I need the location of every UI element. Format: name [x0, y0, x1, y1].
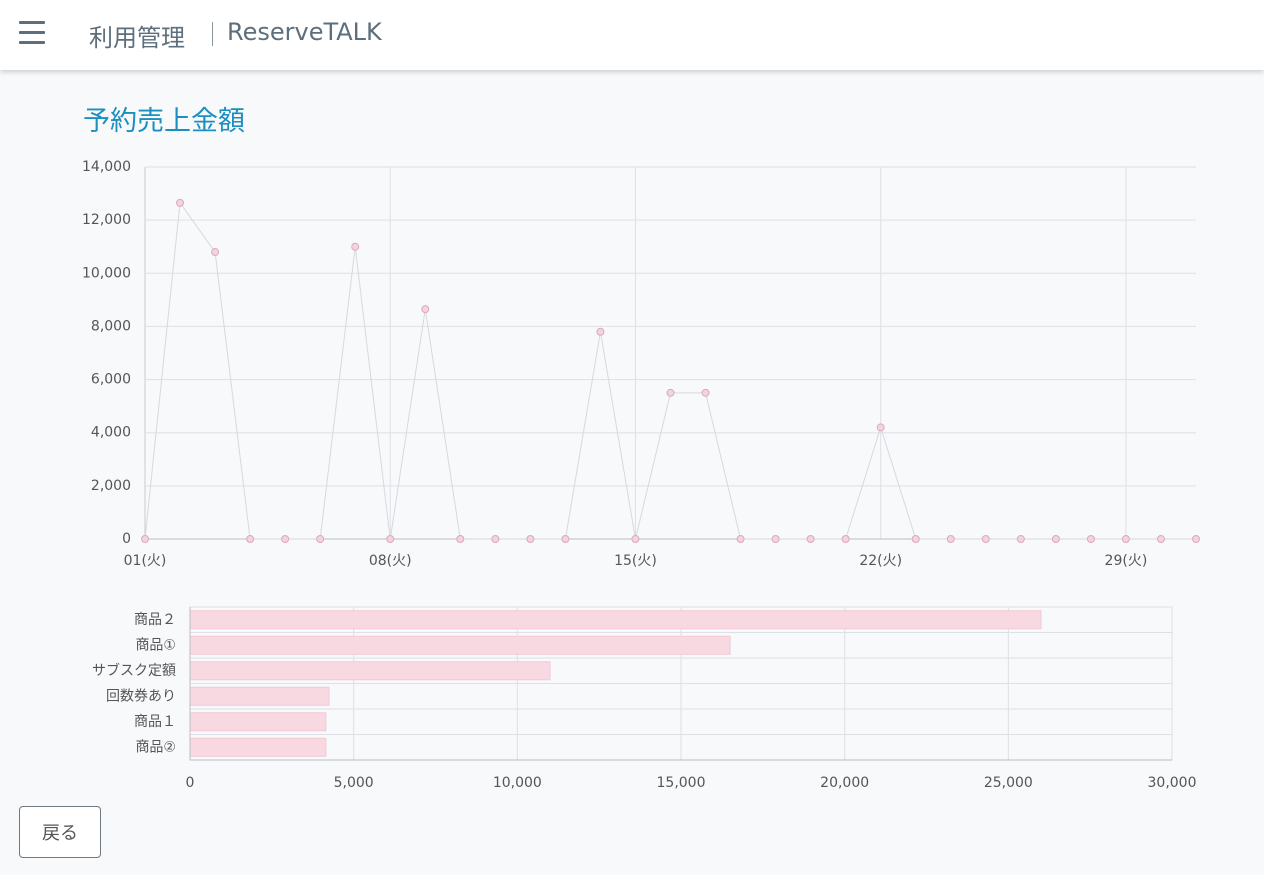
bar: [189, 712, 327, 732]
menu-button[interactable]: [19, 21, 45, 45]
header-title: 利用管理: [89, 24, 185, 52]
point: [1051, 535, 1060, 543]
y-tick-label: 8,000: [91, 318, 131, 334]
x-tick-label: 30,000: [1148, 775, 1197, 791]
point: [666, 388, 675, 397]
point: [141, 535, 149, 543]
point: [596, 327, 605, 336]
y-tick-label: 商品②: [135, 739, 176, 755]
point: [561, 535, 570, 543]
point: [281, 535, 290, 543]
point: [526, 535, 535, 543]
point: [316, 535, 325, 543]
point: [1121, 535, 1130, 543]
y-tick-label: 回数券あり: [106, 688, 176, 704]
x-tick-label: 08(火): [369, 553, 412, 569]
y-tick-label: 6,000: [91, 372, 131, 388]
back-button[interactable]: 戻る: [19, 806, 101, 858]
x-tick-label: 5,000: [334, 775, 374, 791]
point: [736, 535, 745, 543]
point: [631, 535, 640, 543]
x-tick-label: 0: [186, 775, 195, 791]
point: [771, 535, 780, 543]
point: [981, 535, 990, 543]
point: [911, 535, 920, 543]
y-tick-label: 4,000: [91, 425, 131, 441]
point: [946, 535, 955, 543]
x-tick-label: 20,000: [820, 775, 869, 791]
bar: [189, 737, 327, 757]
charts: 0 2,000 4,000 6,000 8,000 10,000 12,000 14,000 0…: [82, 159, 1200, 791]
point: [876, 423, 885, 432]
point: [421, 305, 430, 314]
y-tick-label: 12,000: [82, 212, 131, 228]
point: [351, 242, 360, 251]
point: [1086, 535, 1095, 543]
point: [841, 535, 850, 543]
y-tick-label: 10,000: [82, 265, 131, 281]
point: [176, 198, 185, 207]
line: [144, 201, 1196, 540]
app-name: ReserveTALK: [227, 18, 382, 46]
point: [701, 388, 710, 397]
y-tick-label: 商品①: [135, 637, 176, 653]
separator: [212, 22, 213, 46]
point: [806, 535, 815, 543]
y-tick-label: 2,000: [91, 478, 131, 494]
x-tick-label: 15,000: [657, 775, 706, 791]
x-tick-label: 01(火): [124, 553, 167, 569]
point: [386, 535, 395, 543]
y-tick-label: 商品２: [134, 612, 176, 628]
y-tick-label: サブスク定額: [92, 662, 176, 679]
x-tick-label: 10,000: [493, 775, 542, 791]
bar: [189, 661, 551, 681]
point: [491, 535, 500, 543]
point: [456, 535, 465, 543]
x-tick-label: 29(火): [1105, 553, 1148, 569]
point: [1156, 535, 1165, 543]
x-tick-label: 25,000: [984, 775, 1033, 791]
point: [211, 248, 220, 257]
point: [246, 535, 255, 543]
y-tick-label: 0: [122, 531, 131, 547]
y-tick-label: 商品１: [134, 714, 176, 730]
page-title: 予約売上金額: [83, 106, 245, 137]
bar: [189, 635, 731, 655]
header: 利用管理 ReserveTALK: [0, 0, 1264, 70]
x-tick-label: 15(火): [614, 553, 657, 569]
x-tick-label: 22(火): [859, 553, 902, 569]
bar: [189, 610, 1042, 630]
bar: [189, 686, 330, 706]
point: [1192, 535, 1200, 543]
point: [1016, 535, 1025, 543]
y-tick-label: 14,000: [82, 159, 131, 175]
